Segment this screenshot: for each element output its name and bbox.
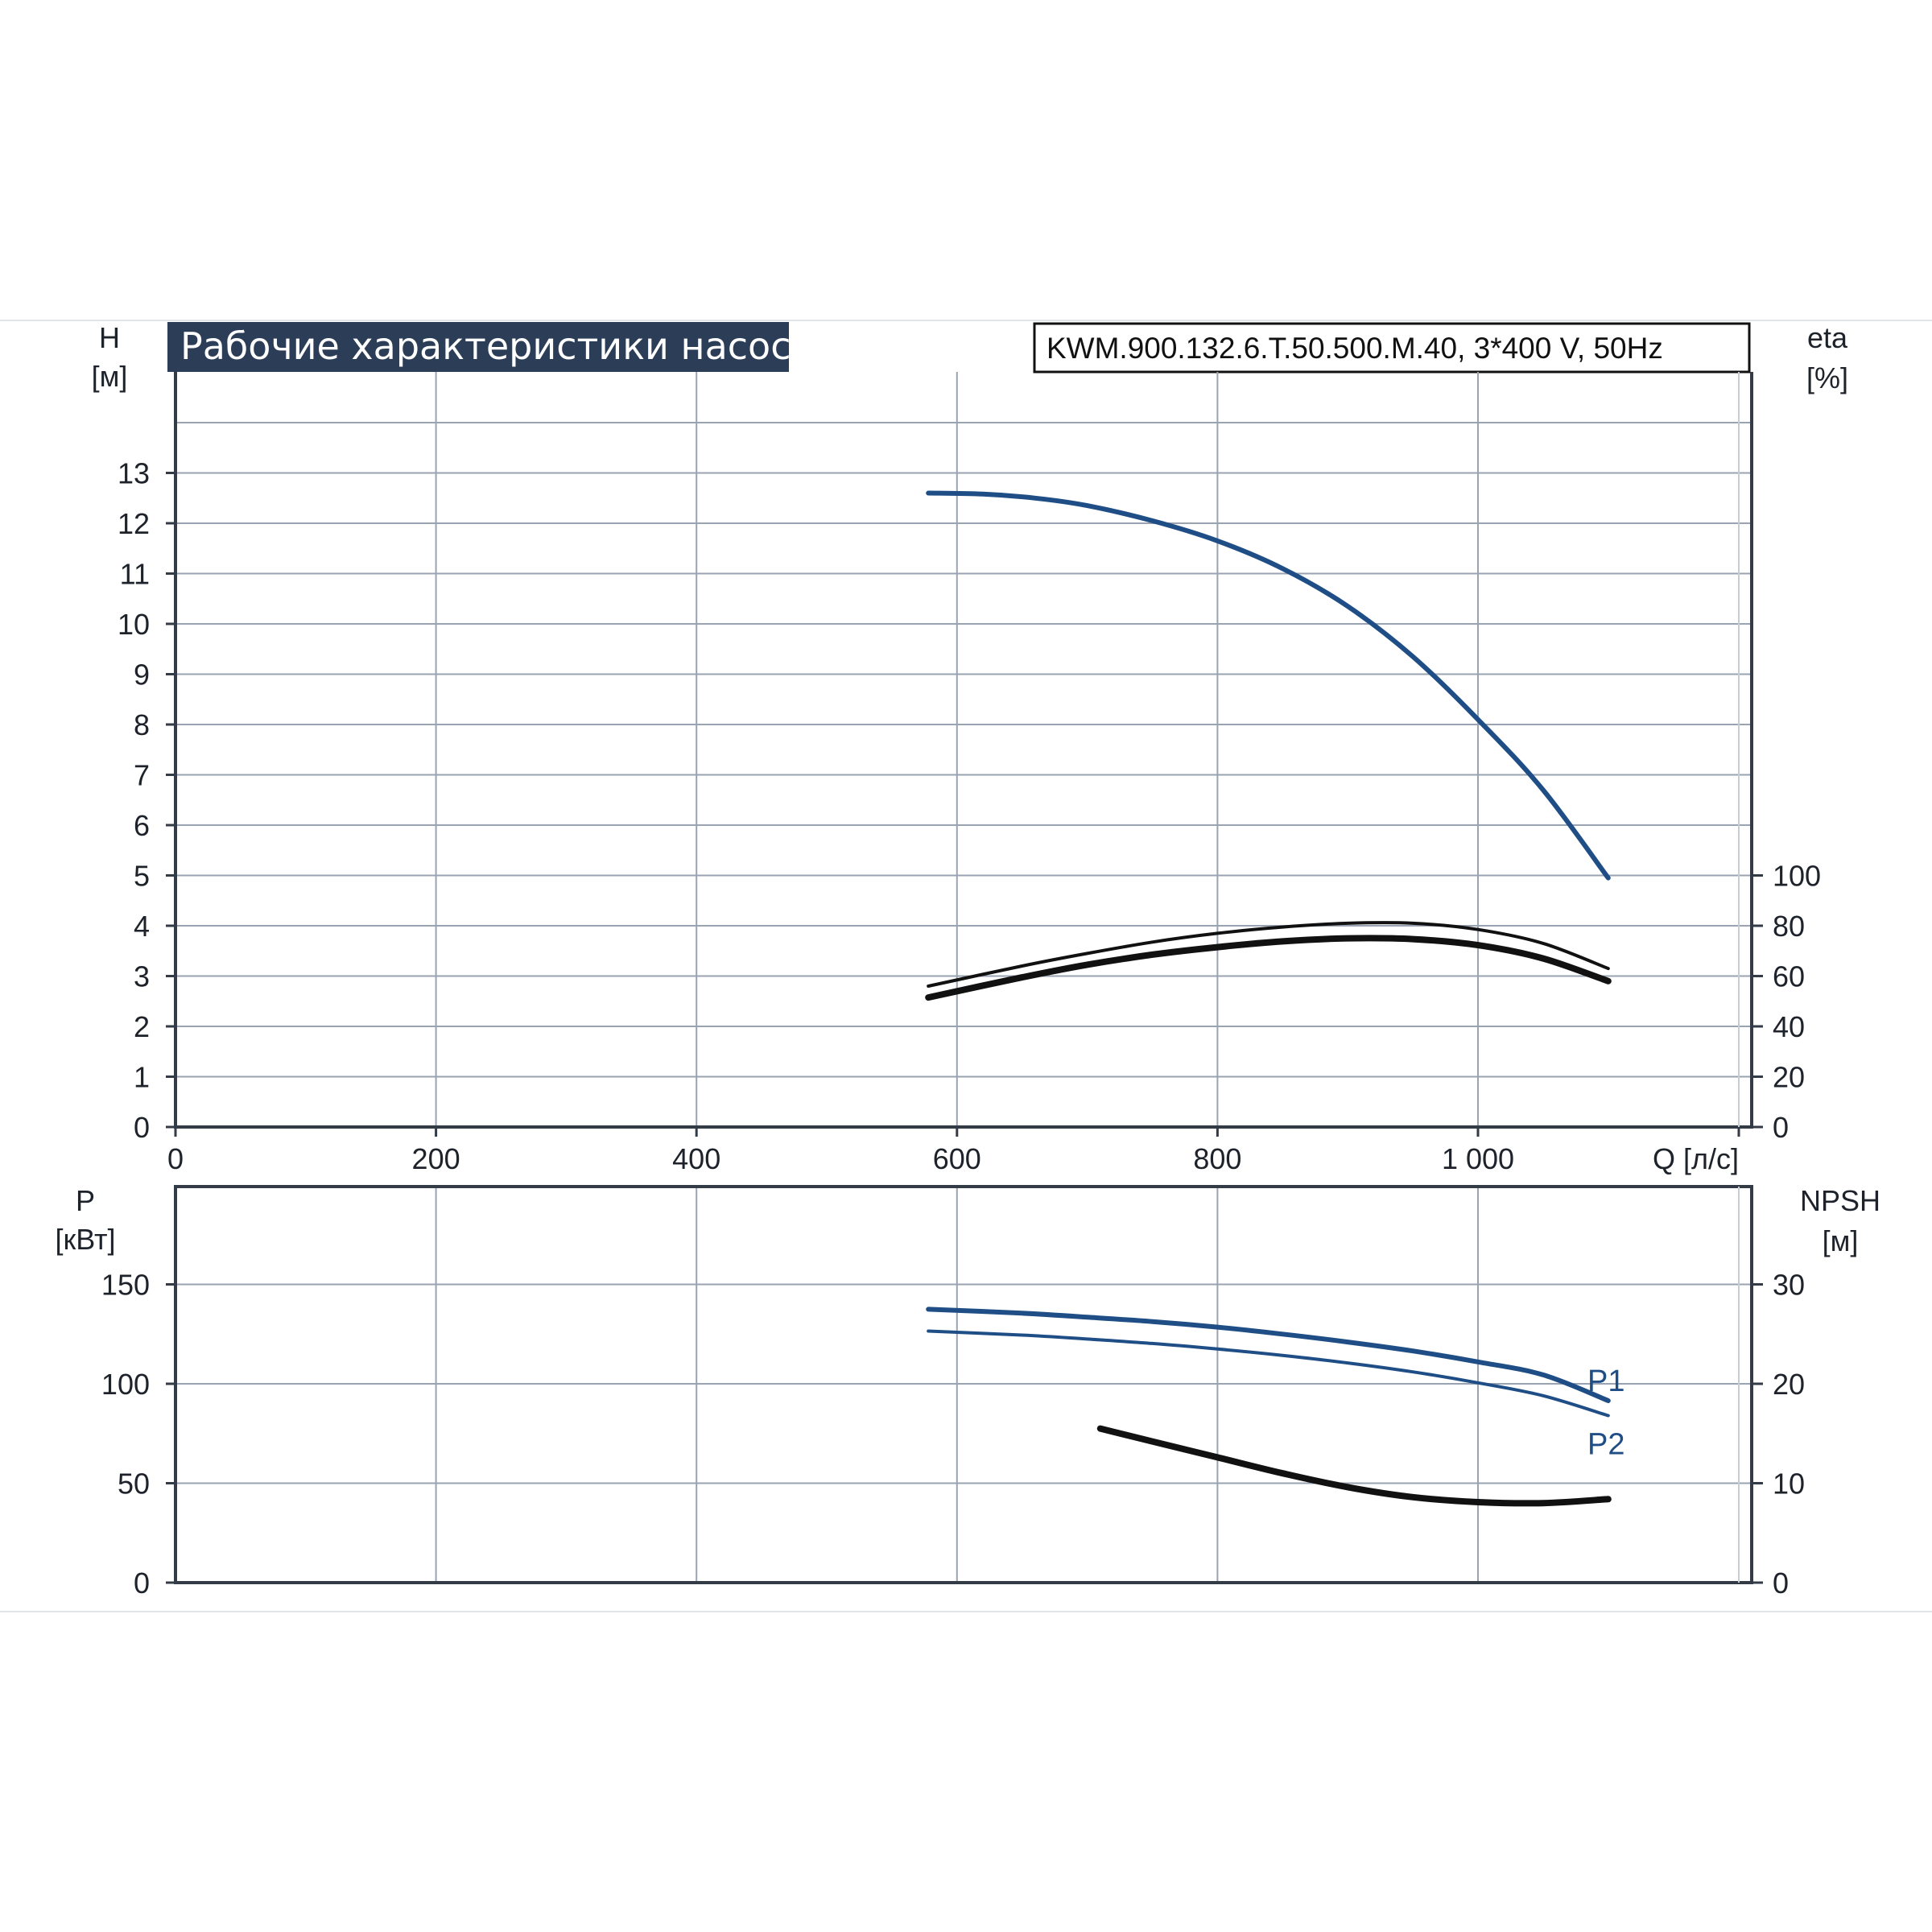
series-label-p1: P1 — [1587, 1364, 1624, 1398]
tick-label-eta: 100 — [1773, 860, 1821, 893]
tick-label-h: 7 — [134, 759, 150, 792]
y-axis-unit-h: [м] — [92, 360, 128, 393]
tick-label-h: 6 — [134, 809, 150, 842]
y-axis-name-npsh: NPSH — [1800, 1184, 1880, 1217]
tick-label-p: 100 — [101, 1368, 150, 1401]
tick-label-eta: 0 — [1773, 1111, 1789, 1144]
tick-label-eta: 60 — [1773, 960, 1805, 993]
y-axis-name-h: H — [99, 321, 120, 354]
y-axis-name-p: P — [76, 1184, 95, 1217]
tick-label-eta: 20 — [1773, 1061, 1805, 1094]
tick-label-h: 13 — [118, 457, 150, 490]
tick-label-h: 12 — [118, 507, 150, 540]
y-axis-unit-p: [кВт] — [55, 1223, 115, 1256]
tick-label-p: 50 — [118, 1468, 150, 1501]
tick-label-npsh: 30 — [1773, 1269, 1805, 1302]
tick-label-q: 1 000 — [1442, 1142, 1514, 1175]
tick-label-q: 200 — [412, 1142, 460, 1175]
y-axis-unit-eta: [%] — [1806, 361, 1848, 394]
tick-label-h: 4 — [134, 910, 150, 943]
model-label: KWM.900.132.6.T.50.500.M.40, 3*400 V, 50… — [1046, 332, 1663, 365]
tick-label-h: 9 — [134, 658, 150, 691]
tick-label-p: 150 — [101, 1269, 150, 1302]
chart-title: Рабочие характеристики насоса — [180, 324, 814, 368]
tick-label-q: 0 — [167, 1142, 184, 1175]
chart-title-box: Рабочие характеристики насоса — [167, 322, 814, 372]
model-box: KWM.900.132.6.T.50.500.M.40, 3*400 V, 50… — [1033, 322, 1751, 374]
tick-label-h: 0 — [134, 1111, 150, 1144]
x-axis-unit: Q [л/с] — [1653, 1142, 1739, 1175]
npsh-curve — [1096, 1425, 1612, 1507]
power-curve-p1 — [926, 1307, 1611, 1403]
tick-label-h: 3 — [134, 960, 150, 993]
series-label-p2: P2 — [1587, 1428, 1624, 1462]
efficiency-curve-thick — [925, 935, 1612, 1001]
tick-label-eta: 80 — [1773, 910, 1805, 943]
power-curve-p2 — [927, 1329, 1610, 1418]
head-curve — [926, 490, 1611, 881]
tick-label-eta: 40 — [1773, 1010, 1805, 1043]
tick-label-p: 0 — [134, 1567, 150, 1600]
tick-label-h: 1 — [134, 1061, 150, 1094]
tick-label-h: 8 — [134, 708, 150, 741]
tick-label-h: 11 — [120, 558, 150, 591]
tick-label-npsh: 20 — [1773, 1368, 1805, 1401]
y-axis-name-eta: eta — [1807, 321, 1848, 354]
chart-title-bg — [167, 322, 789, 372]
tick-label-q: 400 — [672, 1142, 720, 1175]
tick-label-h: 5 — [134, 860, 150, 893]
efficiency-curve-thin — [927, 921, 1610, 988]
tick-label-q: 800 — [1193, 1142, 1241, 1175]
model-box-border — [1033, 322, 1751, 374]
power-npsh-plot: 0 50 100 150 0 10 20 30 P [кВт] NPSH [м] P1 P2 — [55, 1184, 1880, 1600]
tick-label-q: 600 — [933, 1142, 981, 1175]
plot-frame — [174, 372, 1753, 1129]
y-axis-unit-npsh: [м] — [1823, 1224, 1859, 1257]
tick-label-npsh: 10 — [1773, 1468, 1805, 1501]
tick-label-h: 10 — [118, 608, 150, 641]
tick-label-h: 2 — [134, 1010, 150, 1043]
tick-label-npsh: 0 — [1773, 1567, 1789, 1600]
